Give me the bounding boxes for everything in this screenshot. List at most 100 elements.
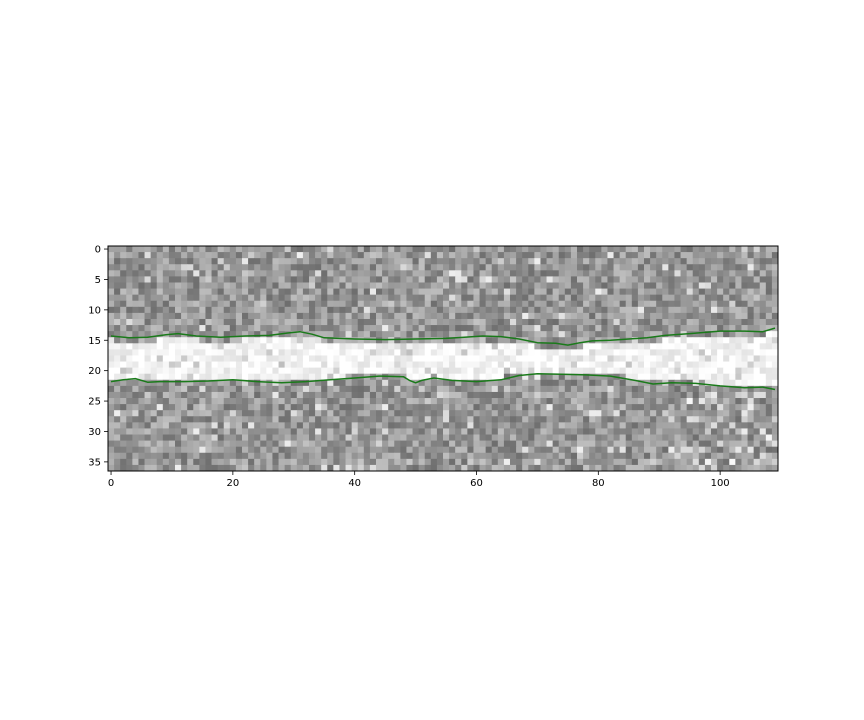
heatmap-cell [205,446,212,454]
heatmap-cell [394,337,401,344]
heatmap-cell [662,270,669,277]
heatmap-cell [144,422,152,429]
heatmap-cell [595,282,602,289]
heatmap-cell [436,288,444,296]
heatmap-cell [114,410,121,417]
heatmap-cell [199,434,206,441]
heatmap-cell [193,410,200,417]
heatmap-cell [254,276,261,283]
heatmap-cell [613,410,621,417]
heatmap-cell [369,264,377,271]
heatmap-cell [278,300,286,308]
heatmap-cell [217,276,225,283]
heatmap-cell [589,416,596,423]
heatmap-cell [156,343,164,350]
heatmap-cell [534,288,541,296]
heatmap-cell [254,404,261,411]
heatmap-cell [528,464,535,472]
heatmap-cell [339,288,346,296]
heatmap-cell [296,343,304,350]
heatmap-cell [309,258,316,265]
heatmap-cell [570,373,578,381]
heatmap-cell [753,300,761,308]
heatmap-cell [424,300,432,308]
heatmap-cell [704,318,712,326]
heatmap-cell [108,282,115,289]
heatmap-cell [601,343,608,350]
heatmap-cell [485,416,493,423]
heatmap-cell [613,404,621,411]
heatmap-cell [162,367,170,375]
heatmap-cell [467,252,474,259]
heatmap-cell [229,416,237,423]
heatmap-cell [211,246,219,253]
heatmap-cell [467,391,474,399]
heatmap-cell [741,434,748,441]
heatmap-cell [175,410,182,417]
heatmap-cell [168,300,176,308]
heatmap-cell [168,252,176,259]
heatmap-cell [534,404,541,411]
heatmap-cell [229,258,237,265]
heatmap-cell [607,440,614,448]
heatmap-cell [510,416,517,423]
heatmap-cell [266,294,273,302]
heatmap-cell [260,300,267,308]
heatmap-cell [443,385,450,393]
heatmap-cell [577,312,584,320]
heatmap-cell [260,246,267,253]
heatmap-cell [595,440,602,448]
heatmap-cell [229,294,237,302]
heatmap-cell [211,416,219,423]
heatmap-cell [400,385,407,393]
heatmap-cell [132,416,139,423]
heatmap-cell [771,258,779,265]
heatmap-cell [680,288,688,296]
heatmap-cell [443,258,450,265]
heatmap-cell [321,343,328,350]
heatmap-cell [193,458,200,466]
heatmap-cell [400,458,407,466]
heatmap-cell [619,373,627,381]
heatmap-cell [400,282,407,289]
heatmap-cell [674,446,681,454]
heatmap-cell [485,312,493,320]
heatmap-cell [644,312,651,320]
heatmap-cell [497,325,505,332]
heatmap-cell [382,410,389,417]
heatmap-cell [662,331,669,338]
heatmap-cell [443,440,450,448]
heatmap-cell [138,446,145,454]
heatmap-cell [150,318,158,326]
heatmap-cell [497,276,505,283]
heatmap-cell [406,312,413,320]
heatmap-cell [698,288,706,296]
heatmap-cell [339,270,346,277]
heatmap-cell [278,398,286,405]
heatmap-cell [528,294,535,302]
heatmap-cell [327,422,334,429]
heatmap-cell [741,398,748,405]
heatmap-cell [601,410,608,417]
heatmap-cell [302,343,310,350]
heatmap-cell [564,440,572,448]
heatmap-cell [369,446,377,454]
heatmap-cell [552,373,560,381]
heatmap-cell [254,288,261,296]
heatmap-cell [309,404,316,411]
heatmap-cell [357,252,365,259]
heatmap-cell [765,446,773,454]
heatmap-cell [351,367,359,375]
heatmap-cell [309,282,316,289]
heatmap-cell [394,246,401,253]
heatmap-cell [656,391,663,399]
heatmap-cell [309,312,316,320]
heatmap-cell [637,385,645,393]
heatmap-cell [552,349,560,356]
heatmap-cell [156,458,164,466]
heatmap-cell [534,355,541,362]
heatmap-cell [741,349,748,356]
heatmap-cell [406,422,413,429]
heatmap-cell [436,331,444,338]
heatmap-cell [717,458,724,466]
